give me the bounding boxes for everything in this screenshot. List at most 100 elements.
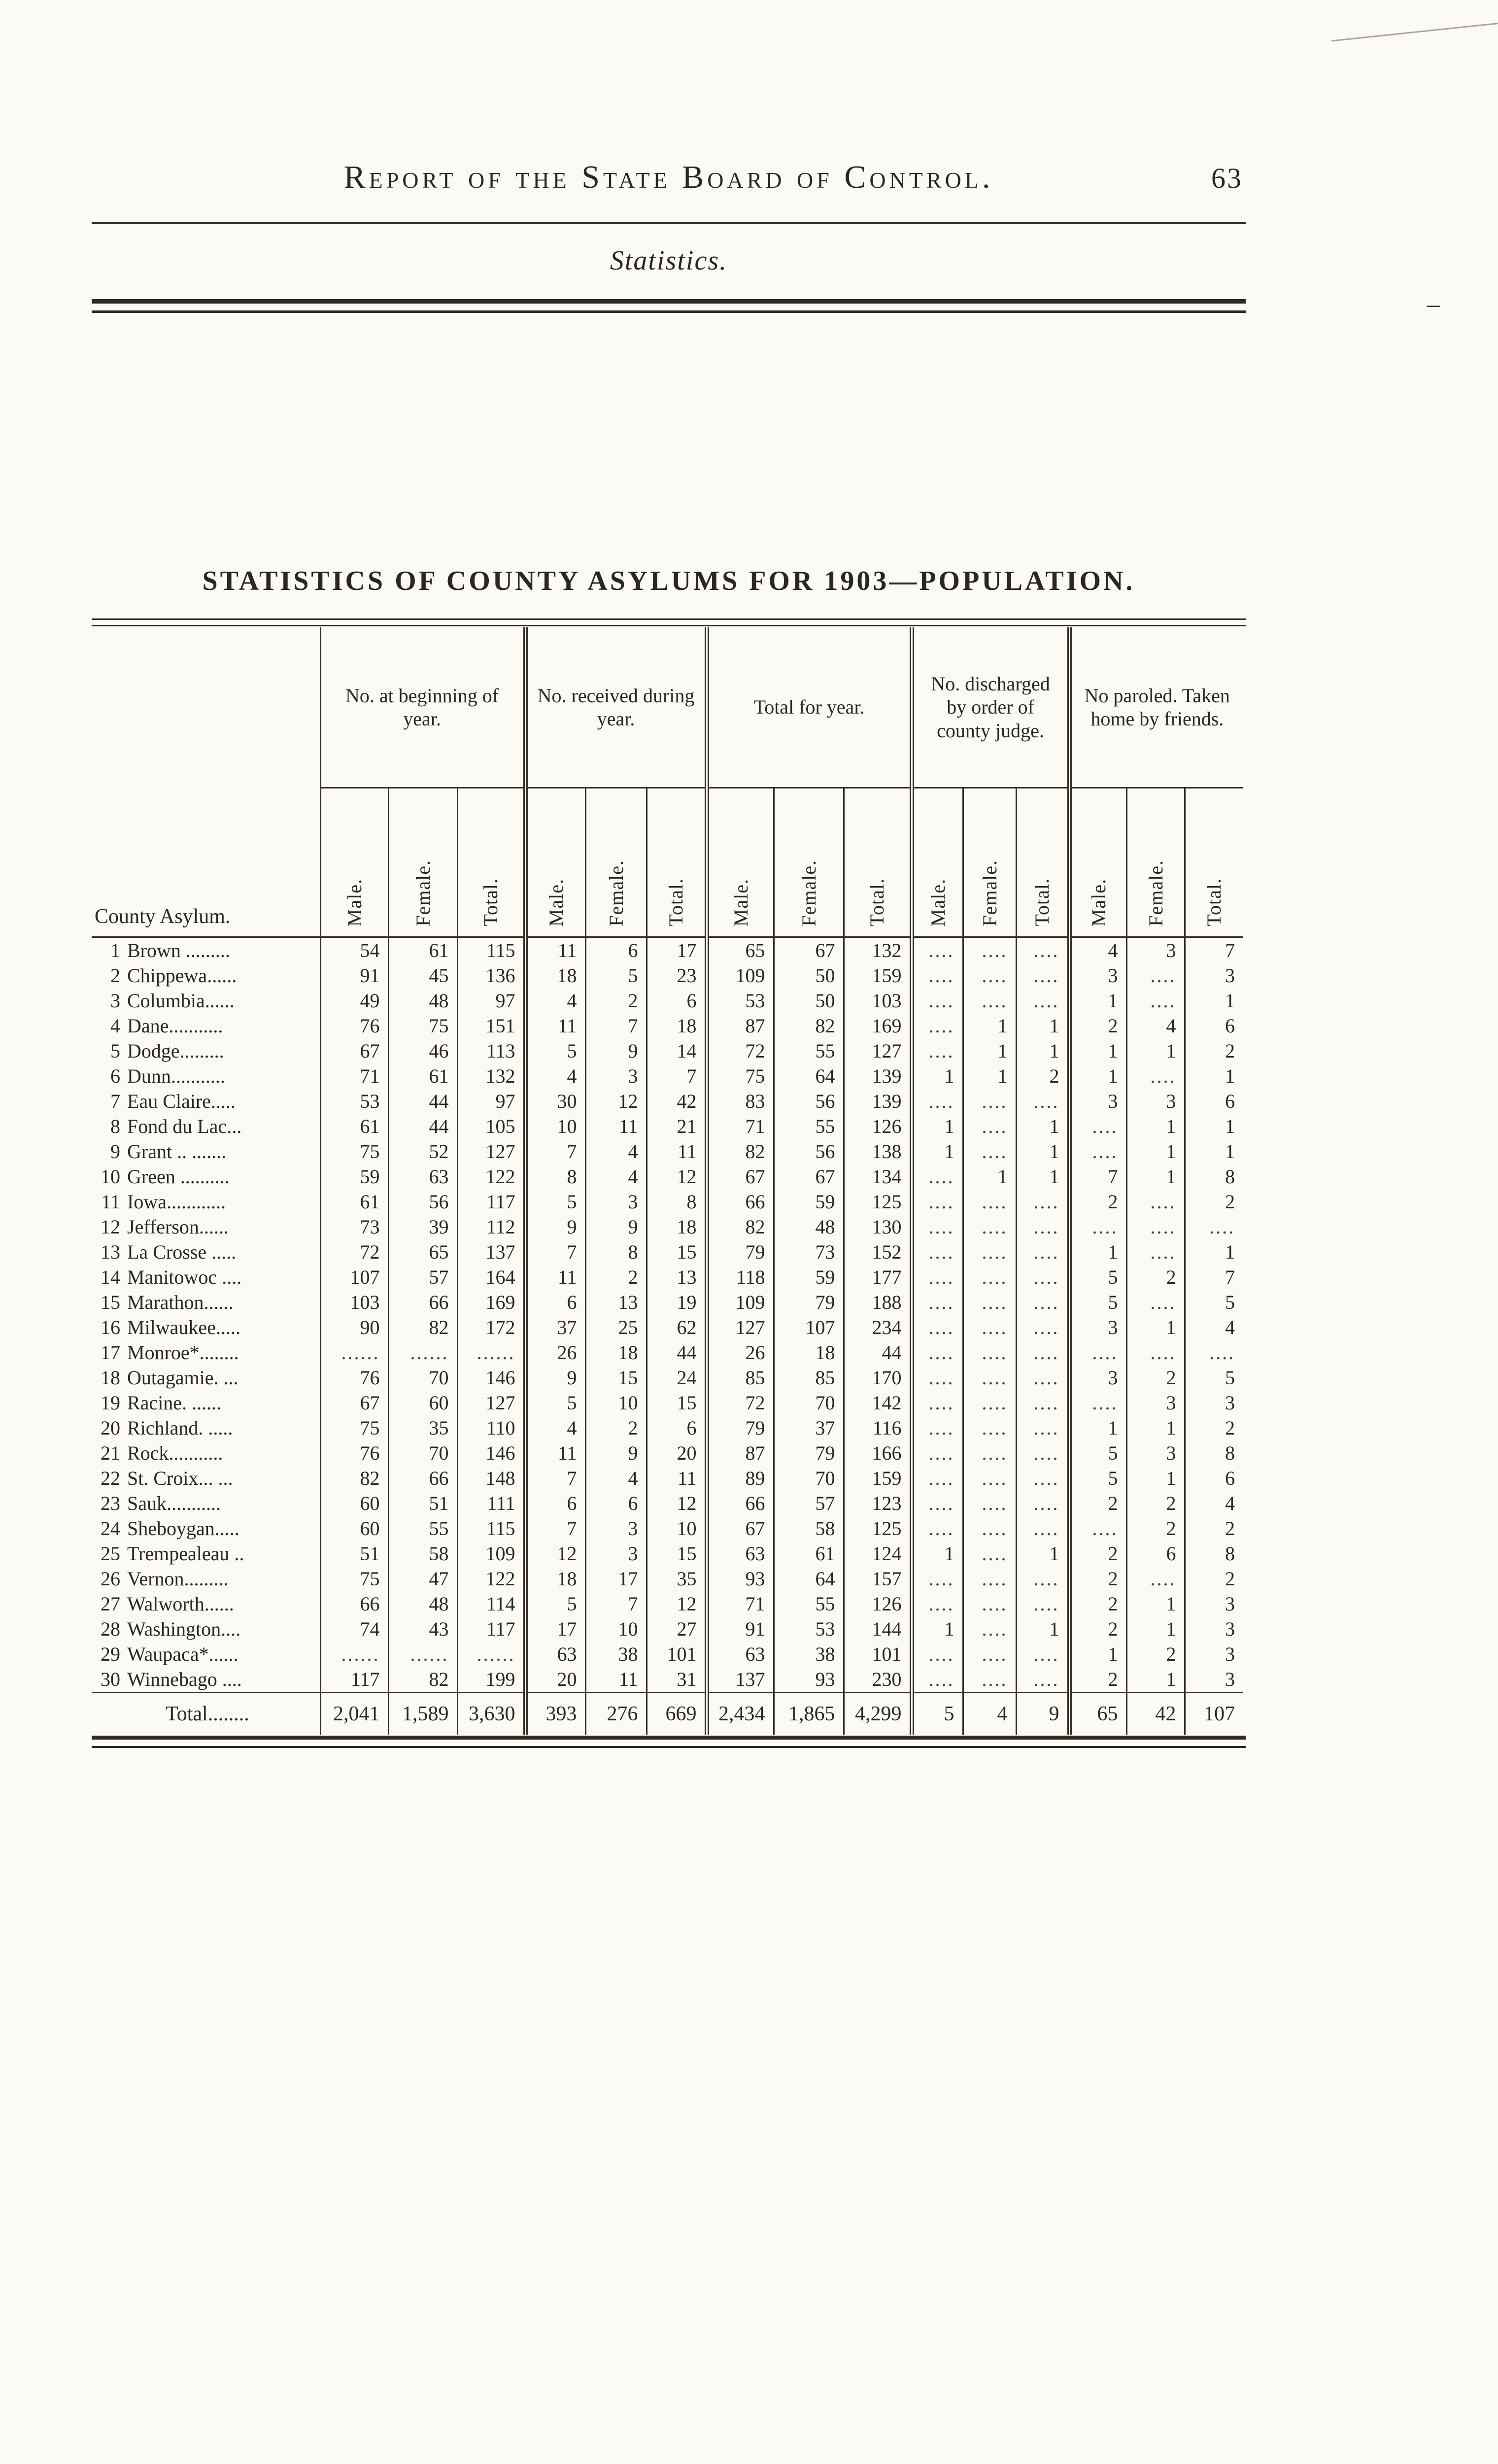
value-cell: 76 bbox=[319, 1013, 388, 1038]
row-number: 7 bbox=[110, 1090, 120, 1112]
county-name: Rock........... bbox=[127, 1441, 223, 1464]
column-header-label: Male. bbox=[927, 878, 950, 926]
column-header-label: Male. bbox=[1088, 878, 1110, 926]
value-cell: 58 bbox=[387, 1541, 457, 1566]
value-cell: 132 bbox=[456, 1063, 526, 1089]
value-cell: .... bbox=[1015, 1566, 1070, 1591]
value-cell: 24 bbox=[646, 1365, 707, 1390]
value-cell: 26 bbox=[704, 1340, 774, 1365]
table-row: 2 Chippewa...... 91 45 136 18 5 23 109 50 159.....… bbox=[92, 963, 1243, 988]
table-row: 13 La Crosse ..... 72 65 137 7 8 15 79 73 152.....… bbox=[92, 1239, 1243, 1265]
value-cell: .... bbox=[909, 1516, 963, 1541]
value-cell: 159 bbox=[843, 963, 912, 988]
value-cell: 76 bbox=[319, 1365, 388, 1390]
value-cell: 127 bbox=[704, 1315, 774, 1340]
value-cell: 97 bbox=[456, 988, 526, 1013]
value-cell: 1,865 bbox=[773, 1692, 844, 1735]
value-cell: .... bbox=[1015, 1315, 1070, 1340]
value-cell: 1 bbox=[1015, 1616, 1070, 1642]
value-cell: 126 bbox=[843, 1114, 912, 1139]
value-cell: .... bbox=[962, 1440, 1017, 1466]
section-title: Statistics. bbox=[610, 245, 728, 276]
row-number: 10 bbox=[101, 1165, 120, 1188]
value-cell: 1 bbox=[909, 1139, 963, 1164]
column-header-label: Total. bbox=[866, 878, 888, 926]
value-cell: 127 bbox=[843, 1038, 912, 1063]
value-cell: 72 bbox=[319, 1239, 388, 1265]
value-cell: 2 bbox=[584, 988, 647, 1013]
value-cell: .... bbox=[962, 937, 1017, 963]
value-cell: 11 bbox=[523, 1013, 586, 1038]
double-rule-heavy bbox=[92, 299, 1246, 313]
value-cell: 18 bbox=[773, 1340, 844, 1365]
value-cell: 4 bbox=[523, 1415, 586, 1440]
value-cell: 1 bbox=[962, 1038, 1017, 1063]
value-cell: 159 bbox=[843, 1466, 912, 1491]
county-cell: 2 Chippewa...... bbox=[92, 963, 320, 988]
value-cell: 1 bbox=[1184, 1063, 1243, 1089]
column-header-label: Total. bbox=[479, 878, 502, 926]
county-cell: 9 Grant .. ....... bbox=[92, 1139, 320, 1164]
value-cell: 118 bbox=[704, 1265, 774, 1290]
value-cell: ...... bbox=[456, 1340, 526, 1365]
value-cell: .... bbox=[1015, 1189, 1070, 1214]
row-number: 3 bbox=[110, 989, 120, 1012]
value-cell: 5 bbox=[1067, 1466, 1127, 1491]
value-cell: 3 bbox=[1067, 963, 1127, 988]
value-cell: 1 bbox=[962, 1063, 1017, 1089]
row-number: 20 bbox=[101, 1416, 120, 1439]
value-cell: 103 bbox=[319, 1290, 388, 1315]
value-cell: 9 bbox=[584, 1214, 647, 1239]
value-cell: 2,041 bbox=[319, 1692, 388, 1735]
value-cell: .... bbox=[909, 1164, 963, 1189]
row-number: 6 bbox=[110, 1064, 120, 1087]
county-cell: 15 Marathon...... bbox=[92, 1290, 320, 1315]
value-cell: 3 bbox=[1184, 1390, 1243, 1415]
value-cell: .... bbox=[962, 1239, 1017, 1265]
column-header-total: Total. bbox=[843, 787, 912, 938]
value-cell: 1 bbox=[1125, 1038, 1185, 1063]
value-cell: 66 bbox=[387, 1466, 457, 1491]
margin-pencil-mark: – bbox=[1427, 290, 1440, 318]
value-cell: 18 bbox=[523, 1566, 586, 1591]
county-cell: 7 Eau Claire..... bbox=[92, 1089, 320, 1114]
value-cell: 60 bbox=[387, 1390, 457, 1415]
table-row: 10 Green .......... 59 63 122 8 4 12 67 67 134....… bbox=[92, 1164, 1243, 1189]
value-cell: 117 bbox=[456, 1616, 526, 1642]
value-cell: 61 bbox=[387, 937, 457, 963]
value-cell: 82 bbox=[704, 1214, 774, 1239]
total-label: Total........ bbox=[92, 1692, 320, 1735]
value-cell: 51 bbox=[319, 1541, 388, 1566]
value-cell: 109 bbox=[456, 1541, 526, 1566]
value-cell: 2 bbox=[1125, 1642, 1185, 1667]
value-cell: 11 bbox=[646, 1139, 707, 1164]
value-cell: 49 bbox=[319, 988, 388, 1013]
value-cell: 56 bbox=[773, 1139, 844, 1164]
row-number: 18 bbox=[101, 1366, 120, 1389]
row-number: 16 bbox=[101, 1316, 120, 1338]
value-cell: 2 bbox=[1125, 1365, 1185, 1390]
value-cell: 63 bbox=[704, 1541, 774, 1566]
value-cell: 67 bbox=[773, 937, 844, 963]
value-cell: ...... bbox=[387, 1340, 457, 1365]
value-cell: 130 bbox=[843, 1214, 912, 1239]
value-cell: .... bbox=[1125, 1189, 1185, 1214]
table-row: 4 Dane........... 76 75 151 11 7 18 87 82 169.... 1… bbox=[92, 1013, 1243, 1038]
value-cell: .... bbox=[1015, 1214, 1070, 1239]
value-cell: 6 bbox=[584, 937, 647, 963]
value-cell: 2 bbox=[1067, 1667, 1127, 1693]
value-cell: 65 bbox=[387, 1239, 457, 1265]
value-cell: 15 bbox=[646, 1541, 707, 1566]
value-cell: 1 bbox=[1125, 1616, 1185, 1642]
running-head: Report of the State Board of Control. 63 bbox=[92, 159, 1246, 203]
value-cell: .... bbox=[1067, 1340, 1127, 1365]
value-cell: .... bbox=[962, 1667, 1017, 1693]
value-cell: 79 bbox=[773, 1440, 844, 1466]
value-cell: 52 bbox=[387, 1139, 457, 1164]
table-row: 6 Dunn........... 71 61 132 4 3 7 75 64 139 1 1 2 1...… bbox=[92, 1063, 1243, 1089]
value-cell: 3 bbox=[1184, 1591, 1243, 1616]
value-cell: 188 bbox=[843, 1290, 912, 1315]
county-cell: 17 Monroe*........ bbox=[92, 1340, 320, 1365]
value-cell: 72 bbox=[704, 1038, 774, 1063]
county-cell: 3 Columbia...... bbox=[92, 988, 320, 1013]
